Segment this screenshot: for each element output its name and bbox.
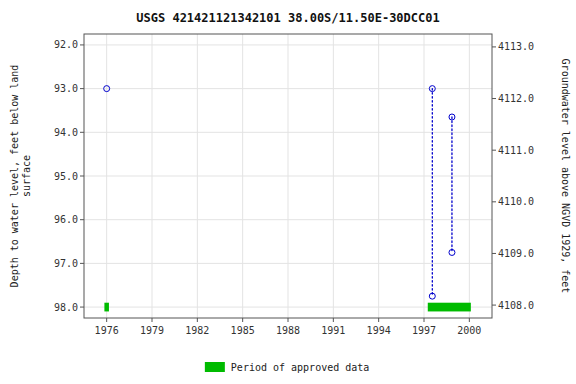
plot-frame bbox=[84, 34, 492, 318]
background bbox=[0, 0, 576, 384]
y-tick-label: 92.0 bbox=[54, 39, 78, 50]
y2-tick bbox=[492, 201, 496, 202]
y-grid-line bbox=[84, 44, 492, 45]
y2-tick-label: 4112.0 bbox=[498, 93, 534, 104]
y-tick bbox=[80, 132, 84, 133]
y2-tick-label: 4111.0 bbox=[498, 145, 534, 156]
y-tick-label: 98.0 bbox=[54, 302, 78, 313]
x-tick-label: 1991 bbox=[321, 325, 345, 336]
x-tick-label: 1994 bbox=[367, 325, 391, 336]
legend: Period of approved data bbox=[205, 362, 369, 373]
y2-tick-label: 4108.0 bbox=[498, 300, 534, 311]
y-axis-left: 92.0 93.0 94.0 95.0 96.0 97.0 98.0 bbox=[54, 39, 84, 312]
x-tick bbox=[424, 318, 425, 322]
x-tick-label: 1988 bbox=[276, 325, 300, 336]
y2-tick bbox=[492, 98, 496, 99]
y2-tick bbox=[492, 305, 496, 306]
y-tick bbox=[80, 176, 84, 177]
marks bbox=[104, 86, 471, 312]
data-point bbox=[104, 86, 110, 92]
data-point bbox=[449, 114, 455, 120]
y-tick-label: 97.0 bbox=[54, 258, 78, 269]
x-tick-label: 2000 bbox=[457, 325, 481, 336]
y-grid-line bbox=[84, 176, 492, 177]
y-tick bbox=[80, 44, 84, 45]
y-tick bbox=[80, 307, 84, 308]
y2-tick-label: 4109.0 bbox=[498, 248, 534, 259]
chart: 1976 1979 1982 1985 1988 1991 1994 1997 2000 92.0… bbox=[0, 0, 576, 384]
y-tick-label: 94.0 bbox=[54, 127, 78, 138]
legend-swatch bbox=[205, 362, 225, 372]
series-line bbox=[451, 117, 452, 252]
y2-tick bbox=[492, 46, 496, 47]
y-tick bbox=[80, 219, 84, 220]
y-axis-label-line: surface bbox=[21, 155, 32, 197]
y2-tick bbox=[492, 150, 496, 151]
x-tick bbox=[288, 318, 289, 322]
y2-tick bbox=[492, 253, 496, 254]
approved-period-bar bbox=[428, 303, 471, 312]
series-line bbox=[432, 89, 433, 297]
x-tick-label: 1982 bbox=[185, 325, 209, 336]
y-axis-right: 4108.0 4109.0 4110.0 4111.0 4112.0 4113.0 bbox=[492, 41, 534, 310]
y2-axis-label: Groundwater level above NGVD 1929, feet bbox=[560, 59, 571, 294]
x-tick bbox=[469, 318, 470, 322]
title: USGS 421421121342101 38.00S/11.50E-30DCC… bbox=[136, 11, 439, 25]
y2-tick-label: 4110.0 bbox=[498, 196, 534, 207]
y-tick bbox=[80, 263, 84, 264]
y-tick-label: 93.0 bbox=[54, 83, 78, 94]
y-grid-line bbox=[84, 132, 492, 133]
x-axis: 1976 1979 1982 1985 1988 1991 1994 1997 2000 bbox=[95, 318, 482, 336]
y-axis-label: Depth to water level, feet below landsur… bbox=[9, 65, 32, 288]
x-tick-label: 1979 bbox=[140, 325, 164, 336]
grid bbox=[84, 34, 492, 318]
x-tick bbox=[333, 318, 334, 322]
y-axis-label-line: Depth to water level, feet below land bbox=[9, 65, 20, 288]
y-tick-label: 96.0 bbox=[54, 214, 78, 225]
y-grid-line bbox=[84, 88, 492, 89]
data-point bbox=[429, 293, 435, 299]
y-tick bbox=[80, 88, 84, 89]
y-tick-label: 95.0 bbox=[54, 171, 78, 182]
x-tick bbox=[378, 318, 379, 322]
x-tick-label: 1976 bbox=[95, 325, 119, 336]
x-tick bbox=[152, 318, 153, 322]
x-tick-label: 1997 bbox=[412, 325, 436, 336]
data-point bbox=[449, 249, 455, 255]
x-tick bbox=[242, 318, 243, 322]
data-point bbox=[429, 86, 435, 92]
y2-tick-label: 4113.0 bbox=[498, 41, 534, 52]
x-tick bbox=[106, 318, 107, 322]
approved-period-bar bbox=[104, 303, 109, 312]
y-grid-line bbox=[84, 263, 492, 264]
x-tick bbox=[197, 318, 198, 322]
x-tick-label: 1985 bbox=[231, 325, 255, 336]
legend-label: Period of approved data bbox=[231, 362, 369, 373]
y-grid-line bbox=[84, 219, 492, 220]
